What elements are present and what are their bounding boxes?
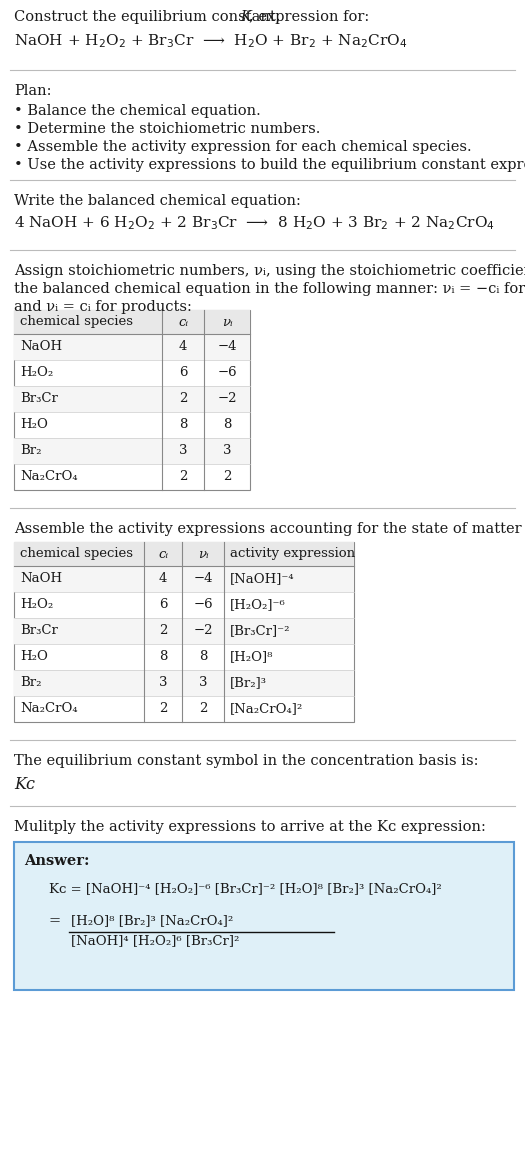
Text: H₂O: H₂O (20, 651, 48, 663)
Text: νᵢ: νᵢ (198, 548, 208, 560)
Bar (14, 386, 250, 412)
Text: • Use the activity expressions to build the equilibrium constant expression.: • Use the activity expressions to build … (14, 158, 525, 172)
Text: 8: 8 (199, 651, 207, 663)
Text: 2: 2 (159, 625, 167, 638)
Text: chemical species: chemical species (20, 548, 133, 560)
Text: chemical species: chemical species (20, 316, 133, 329)
Text: −2: −2 (217, 392, 237, 406)
Text: Br₂: Br₂ (20, 445, 41, 457)
Text: [H₂O]⁸: [H₂O]⁸ (230, 651, 274, 663)
Bar (14, 618, 354, 644)
Text: 2: 2 (159, 702, 167, 716)
Text: Br₂: Br₂ (20, 676, 41, 689)
Text: Write the balanced chemical equation:: Write the balanced chemical equation: (14, 194, 301, 208)
Text: [NaOH]⁻⁴: [NaOH]⁻⁴ (230, 572, 295, 585)
Text: the balanced chemical equation in the following manner: νᵢ = −cᵢ for reactants: the balanced chemical equation in the fo… (14, 282, 525, 296)
Text: Br₃Cr: Br₃Cr (20, 625, 58, 638)
Text: , expression for:: , expression for: (249, 11, 369, 25)
Text: −6: −6 (217, 366, 237, 379)
Text: Kᴄ = [NaOH]⁻⁴ [H₂O₂]⁻⁶ [Br₃Cr]⁻² [H₂O]⁸ [Br₂]³ [Na₂CrO₄]²: Kᴄ = [NaOH]⁻⁴ [H₂O₂]⁻⁶ [Br₃Cr]⁻² [H₂O]⁸ … (49, 882, 442, 895)
Text: [H₂O₂]⁻⁶: [H₂O₂]⁻⁶ (230, 599, 286, 612)
Text: 6: 6 (178, 366, 187, 379)
Text: −4: −4 (193, 572, 213, 585)
Bar (14, 310, 250, 490)
Text: 2: 2 (199, 702, 207, 716)
Bar (14, 310, 250, 333)
Text: 4 NaOH + 6 H$_2$O$_2$ + 2 Br$_3$Cr  ⟶  8 H$_2$O + 3 Br$_2$ + 2 Na$_2$CrO$_4$: 4 NaOH + 6 H$_2$O$_2$ + 2 Br$_3$Cr ⟶ 8 H… (14, 214, 495, 232)
Text: • Assemble the activity expression for each chemical species.: • Assemble the activity expression for e… (14, 140, 471, 154)
Text: Na₂CrO₄: Na₂CrO₄ (20, 702, 78, 716)
Text: 4: 4 (159, 572, 167, 585)
Text: NaOH: NaOH (20, 572, 62, 585)
Text: −2: −2 (193, 625, 213, 638)
Text: Na₂CrO₄: Na₂CrO₄ (20, 470, 78, 483)
Text: Assign stoichiometric numbers, νᵢ, using the stoichiometric coefficients, cᵢ, fr: Assign stoichiometric numbers, νᵢ, using… (14, 264, 525, 278)
Bar (14, 438, 250, 464)
Text: Answer:: Answer: (24, 854, 89, 868)
Text: 3: 3 (159, 676, 167, 689)
Text: • Determine the stoichiometric numbers.: • Determine the stoichiometric numbers. (14, 122, 320, 136)
Text: NaOH: NaOH (20, 340, 62, 353)
Text: cᵢ: cᵢ (158, 548, 168, 560)
Bar (14, 542, 354, 722)
Text: 8: 8 (159, 651, 167, 663)
Bar (14, 566, 354, 592)
Bar (14, 542, 354, 566)
Text: [Na₂CrO₄]²: [Na₂CrO₄]² (230, 702, 303, 716)
Text: Br₃Cr: Br₃Cr (20, 392, 58, 406)
Text: νᵢ: νᵢ (222, 316, 232, 329)
Text: [Br₂]³: [Br₂]³ (230, 676, 267, 689)
Text: 8: 8 (179, 419, 187, 432)
Text: 3: 3 (223, 445, 231, 457)
Text: activity expression: activity expression (230, 548, 355, 560)
Text: H₂O: H₂O (20, 419, 48, 432)
Text: 4: 4 (179, 340, 187, 353)
Bar (14, 670, 354, 696)
Text: Plan:: Plan: (14, 84, 51, 98)
Text: 8: 8 (223, 419, 231, 432)
Text: −4: −4 (217, 340, 237, 353)
Text: Construct the equilibrium constant,: Construct the equilibrium constant, (14, 11, 285, 25)
Text: NaOH + H$_2$O$_2$ + Br$_3$Cr  ⟶  H$_2$O + Br$_2$ + Na$_2$CrO$_4$: NaOH + H$_2$O$_2$ + Br$_3$Cr ⟶ H$_2$O + … (14, 32, 407, 49)
Text: The equilibrium constant symbol in the concentration basis is:: The equilibrium constant symbol in the c… (14, 753, 478, 768)
Text: H₂O₂: H₂O₂ (20, 599, 53, 612)
Bar (14, 842, 514, 990)
Text: Assemble the activity expressions accounting for the state of matter and νᵢ:: Assemble the activity expressions accoun… (14, 522, 525, 536)
Text: Mulitply the activity expressions to arrive at the Kᴄ expression:: Mulitply the activity expressions to arr… (14, 820, 486, 834)
Text: 3: 3 (178, 445, 187, 457)
Text: =: = (49, 914, 61, 928)
Text: 2: 2 (179, 392, 187, 406)
Text: • Balance the chemical equation.: • Balance the chemical equation. (14, 104, 261, 118)
Text: [H₂O]⁸ [Br₂]³ [Na₂CrO₄]²: [H₂O]⁸ [Br₂]³ [Na₂CrO₄]² (71, 914, 233, 927)
Text: K: K (238, 11, 252, 25)
Text: cᵢ: cᵢ (178, 316, 188, 329)
Text: 2: 2 (223, 470, 231, 483)
Bar (14, 333, 250, 360)
Text: [NaOH]⁴ [H₂O₂]⁶ [Br₃Cr]²: [NaOH]⁴ [H₂O₂]⁶ [Br₃Cr]² (71, 934, 239, 947)
Text: Kᴄ: Kᴄ (14, 776, 35, 793)
Text: 3: 3 (199, 676, 207, 689)
Text: and νᵢ = cᵢ for products:: and νᵢ = cᵢ for products: (14, 300, 192, 314)
Text: 6: 6 (159, 599, 167, 612)
Text: H₂O₂: H₂O₂ (20, 366, 53, 379)
Text: [Br₃Cr]⁻²: [Br₃Cr]⁻² (230, 625, 290, 638)
Text: −6: −6 (193, 599, 213, 612)
Text: 2: 2 (179, 470, 187, 483)
